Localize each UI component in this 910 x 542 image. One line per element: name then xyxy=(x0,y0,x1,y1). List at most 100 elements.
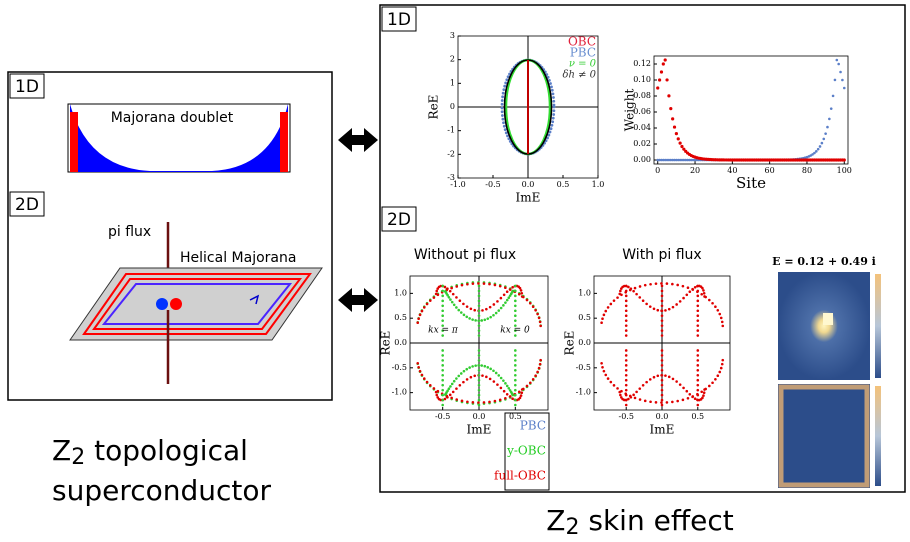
point xyxy=(441,403,444,407)
point xyxy=(696,304,700,308)
point xyxy=(696,349,700,352)
point xyxy=(660,393,664,397)
point xyxy=(449,385,452,388)
point xyxy=(425,302,429,306)
y-tick-label: 0.08 xyxy=(633,91,651,100)
point xyxy=(652,375,656,379)
point xyxy=(505,392,509,396)
point xyxy=(528,381,532,385)
point xyxy=(839,70,842,74)
point xyxy=(480,364,484,367)
point xyxy=(465,367,469,371)
doublet-label: Majorana doublet xyxy=(111,110,234,126)
y-tick-label: -0.5 xyxy=(576,363,591,372)
point xyxy=(696,373,700,377)
point xyxy=(420,309,424,313)
point xyxy=(508,395,512,398)
point xyxy=(455,398,459,401)
point xyxy=(671,377,675,381)
tag-box xyxy=(9,191,45,217)
point xyxy=(682,147,686,151)
right-box xyxy=(379,4,906,493)
point xyxy=(441,324,444,327)
point xyxy=(505,290,509,294)
point xyxy=(656,374,660,378)
annotation: kx = 0 xyxy=(500,326,530,336)
point xyxy=(700,292,703,296)
y-axis-label: ReE xyxy=(563,331,577,356)
point xyxy=(498,398,502,402)
point xyxy=(492,303,496,306)
point xyxy=(702,391,706,395)
point xyxy=(493,399,497,403)
point xyxy=(818,145,822,148)
point xyxy=(506,75,510,79)
point xyxy=(505,384,509,388)
point xyxy=(477,393,481,397)
point xyxy=(696,359,700,362)
point xyxy=(662,158,665,162)
point xyxy=(499,296,503,300)
point xyxy=(680,158,684,162)
point xyxy=(441,378,444,382)
point xyxy=(477,319,481,322)
tag: 2D xyxy=(15,195,39,215)
point xyxy=(696,299,700,303)
point xyxy=(660,314,664,318)
edge-mode xyxy=(280,112,288,172)
x-tick-label: 0.5 xyxy=(557,180,570,189)
point xyxy=(674,132,678,136)
point xyxy=(702,289,705,292)
point xyxy=(528,301,532,305)
point xyxy=(696,334,700,337)
point xyxy=(600,321,603,324)
point xyxy=(517,390,521,394)
point xyxy=(465,378,469,381)
point xyxy=(612,299,616,302)
point xyxy=(482,282,486,285)
point xyxy=(477,388,481,392)
point xyxy=(514,324,517,327)
point xyxy=(497,374,501,377)
point xyxy=(502,88,506,92)
point xyxy=(652,307,656,311)
caption-part: skin effect xyxy=(579,504,733,537)
y-tick-label: 0.12 xyxy=(633,59,651,68)
point xyxy=(448,289,452,293)
point xyxy=(455,387,458,390)
point xyxy=(721,324,725,328)
point xyxy=(696,354,700,357)
y-tick-label: 1.0 xyxy=(394,288,407,297)
point xyxy=(624,359,628,362)
point xyxy=(601,317,604,321)
vortex xyxy=(170,298,182,310)
point xyxy=(660,398,664,402)
point xyxy=(675,158,678,162)
point xyxy=(660,388,664,392)
point xyxy=(716,374,720,377)
heatmap-spot xyxy=(823,313,833,325)
point xyxy=(624,289,628,293)
point xyxy=(450,396,453,400)
point xyxy=(494,311,498,315)
point xyxy=(455,296,458,299)
point xyxy=(643,399,647,403)
point xyxy=(820,141,824,145)
edge-mode xyxy=(70,112,78,172)
point xyxy=(669,158,673,162)
plot-title: E = 0.12 + 0.49 i xyxy=(772,255,876,268)
point xyxy=(702,394,705,397)
y-axis-label: Weight xyxy=(623,89,637,132)
point xyxy=(485,375,488,379)
point xyxy=(416,321,420,324)
point xyxy=(649,400,652,404)
y-tick-label: 0.02 xyxy=(633,139,651,148)
point xyxy=(538,320,542,324)
legend-entry: y-OBC xyxy=(506,444,546,458)
plot-title: With pi flux xyxy=(622,247,701,263)
point xyxy=(449,298,452,301)
point xyxy=(708,384,711,388)
point xyxy=(447,387,451,391)
point xyxy=(520,291,524,295)
point xyxy=(696,309,700,313)
